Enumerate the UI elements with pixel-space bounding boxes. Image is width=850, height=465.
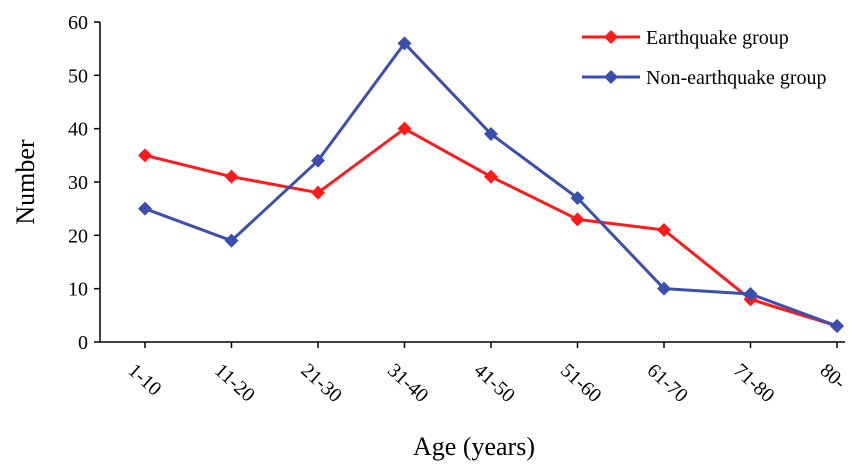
y-ticks: 0 10 20 30 40 50 60 — [68, 12, 100, 354]
data-point — [484, 127, 498, 141]
legend-marker — [604, 30, 618, 44]
y-tick-label: 50 — [68, 65, 88, 87]
x-tick-label: 21-30 — [297, 359, 346, 407]
y-tick-label: 30 — [68, 172, 88, 194]
data-point — [657, 281, 671, 296]
x-tick-label: 71-80 — [729, 359, 778, 407]
y-axis-title: Number — [11, 139, 40, 225]
x-axis-title: Age (years) — [413, 432, 535, 461]
x-tick-label: 1-10 — [124, 359, 166, 400]
data-point — [657, 223, 671, 237]
y-tick-label: 0 — [78, 332, 88, 354]
y-tick-label: 40 — [68, 119, 88, 141]
data-point — [484, 169, 498, 184]
x-tick-label: 61-70 — [643, 359, 692, 407]
data-point — [224, 233, 239, 248]
x-ticks: 1-10 11-20 21-30 31-40 41-50 51-60 61-70 71-80 8… — [124, 342, 850, 407]
x-tick-label: 41-50 — [470, 359, 519, 407]
x-tick-label: 11-20 — [210, 359, 259, 406]
series-line — [144, 127, 838, 328]
legend-label: Earthquake group — [646, 27, 789, 49]
data-point — [138, 201, 152, 216]
data-point — [570, 191, 585, 205]
legend-label: Non-earthquake group — [646, 67, 827, 89]
data-point — [311, 153, 325, 168]
data-point — [570, 212, 585, 227]
x-tick-label: 51-60 — [556, 359, 605, 407]
y-tick-label: 60 — [68, 12, 88, 34]
y-tick-label: 10 — [68, 279, 88, 301]
data-point — [830, 319, 844, 333]
data-point — [138, 148, 152, 163]
y-tick-label: 20 — [68, 225, 88, 247]
legend-marker — [604, 70, 618, 84]
x-tick-label: 80- — [816, 359, 850, 393]
data-point — [311, 185, 325, 200]
legend: Earthquake group Non-earthquake group — [582, 27, 827, 89]
data-point — [397, 36, 412, 51]
x-tick-label: 31-40 — [383, 359, 432, 407]
data-point — [397, 121, 412, 136]
series-layer — [138, 36, 844, 333]
data-point — [743, 287, 758, 301]
data-point — [224, 169, 239, 184]
